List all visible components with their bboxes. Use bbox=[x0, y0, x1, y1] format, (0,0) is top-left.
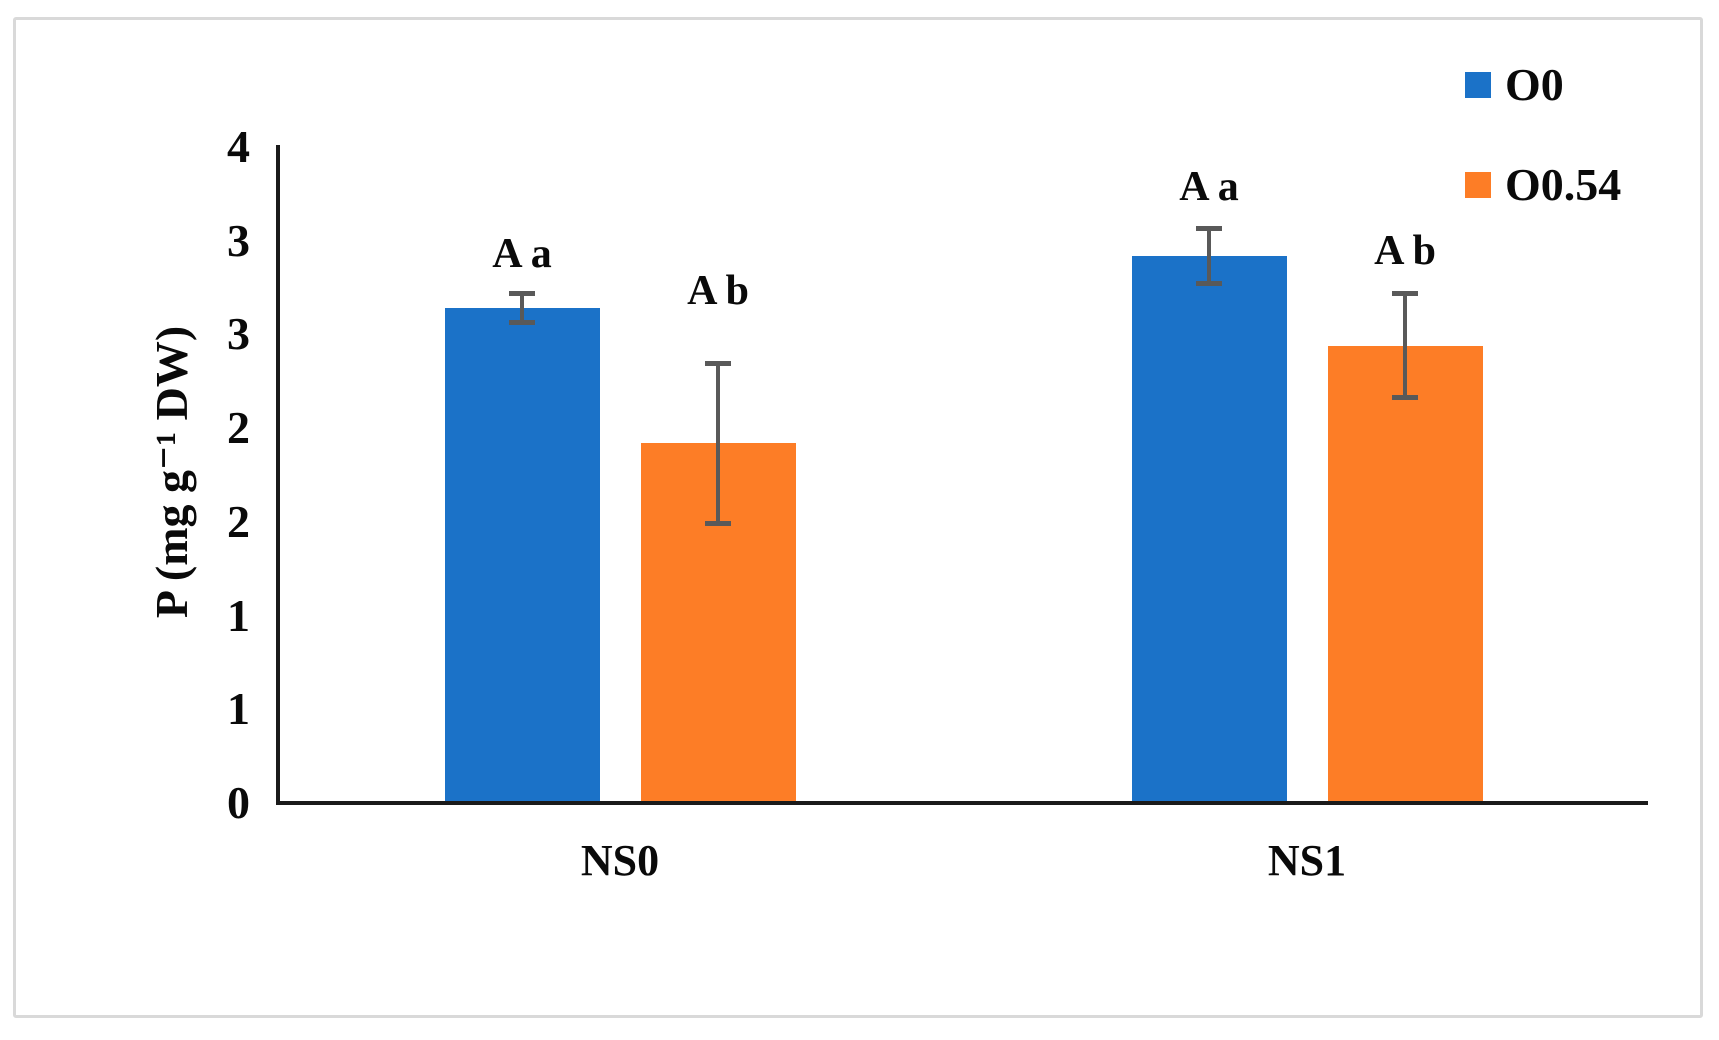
bar-O0-NS0 bbox=[444, 308, 600, 803]
x-axis-line bbox=[276, 801, 1648, 805]
bar-O0-NS1 bbox=[1131, 255, 1287, 803]
y-tick-label: 3 bbox=[227, 308, 250, 360]
error-bar-stem bbox=[716, 360, 720, 526]
bar-O0.54-NS1 bbox=[1327, 345, 1483, 803]
error-bar-stem bbox=[520, 291, 524, 326]
error-bar-stem bbox=[1207, 225, 1211, 286]
y-axis-line bbox=[276, 145, 280, 805]
error-bar-cap bbox=[705, 360, 731, 366]
legend-swatch-icon bbox=[1465, 72, 1491, 98]
y-tick-label: 4 bbox=[227, 121, 250, 172]
error-bar-cap bbox=[1196, 280, 1222, 286]
y-tick-label: 3 bbox=[227, 214, 250, 266]
error-bar-cap bbox=[705, 520, 731, 526]
category-label-NS0: NS0 bbox=[580, 836, 660, 885]
error-bar-cap bbox=[1196, 225, 1222, 231]
significance-label: A a bbox=[492, 231, 552, 278]
legend-item-O0.54: O0.54 bbox=[1465, 159, 1621, 211]
y-tick-label: 1 bbox=[227, 589, 250, 641]
legend-item-O0: O0 bbox=[1465, 59, 1564, 111]
error-bar-cap bbox=[509, 291, 535, 297]
y-tick-label: 1 bbox=[227, 683, 250, 735]
significance-label: A b bbox=[1374, 228, 1436, 275]
error-bar-cap bbox=[1392, 395, 1418, 401]
significance-label: A b bbox=[687, 267, 749, 314]
legend-label: O0.54 bbox=[1505, 159, 1622, 210]
significance-label: A a bbox=[1179, 163, 1239, 210]
error-bar-cap bbox=[1392, 291, 1418, 297]
legend-swatch-icon bbox=[1465, 172, 1491, 198]
legend-label: O0 bbox=[1505, 59, 1564, 110]
category-label-NS1: NS1 bbox=[1267, 836, 1347, 885]
y-tick-label: 2 bbox=[227, 402, 250, 454]
y-axis-title: P (mg g⁻¹ DW) bbox=[146, 325, 197, 619]
error-bar-stem bbox=[1403, 291, 1407, 401]
y-tick-label: 0 bbox=[227, 777, 250, 828]
y-tick-label: 2 bbox=[227, 495, 250, 547]
error-bar-cap bbox=[509, 320, 535, 326]
